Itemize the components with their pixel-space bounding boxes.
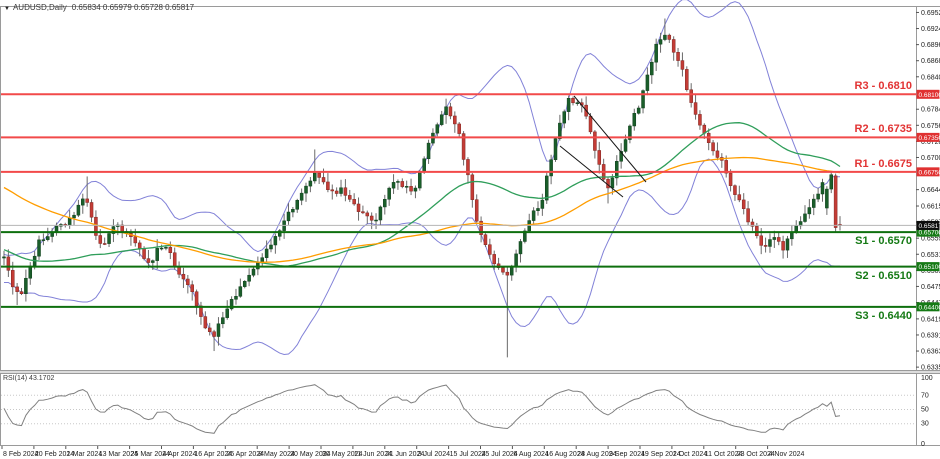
svg-text:11 Jun 2024: 11 Jun 2024: [354, 451, 392, 458]
candlesticks: [2, 18, 842, 358]
svg-text:15 Jul 2024: 15 Jul 2024: [450, 451, 486, 458]
svg-text:0.69525: 0.69525: [921, 10, 940, 17]
svg-text:4 Apr 2024: 4 Apr 2024: [163, 451, 197, 458]
s1-price-box: 0.65700: [916, 227, 940, 237]
ma-orange-line: [3, 156, 841, 263]
svg-text:13 Mar 2024: 13 Mar 2024: [99, 451, 138, 458]
svg-text:25 Mar 2024: 25 Mar 2024: [131, 451, 170, 458]
svg-text:0.65100: 0.65100: [919, 264, 940, 271]
svg-text:21 Jun 2024: 21 Jun 2024: [386, 451, 425, 458]
svg-text:0.67560: 0.67560: [921, 123, 940, 130]
svg-text:1 Oct 2024: 1 Oct 2024: [673, 451, 707, 458]
support-label-s2[interactable]: S2 - 0.6510: [855, 269, 912, 282]
svg-text:20 Feb 2024: 20 Feb 2024: [35, 451, 74, 458]
rsi-indicator-label: RSI(14) 43.1702: [3, 375, 55, 382]
svg-text:8 May 2024: 8 May 2024: [258, 451, 295, 458]
svg-text:8 Feb 2024: 8 Feb 2024: [3, 451, 39, 458]
svg-text:0.63630: 0.63630: [921, 349, 940, 356]
svg-text:0: 0: [921, 441, 925, 448]
r3-price-box: 0.68100: [916, 89, 940, 99]
svg-text:20 May 2024: 20 May 2024: [290, 451, 331, 458]
svg-text:0.68965: 0.68965: [921, 42, 940, 49]
moving-averages: [3, 122, 841, 267]
ma-green-line: [3, 122, 841, 267]
svg-text:3 Jul 2024: 3 Jul 2024: [418, 451, 450, 458]
svg-text:0.67280: 0.67280: [921, 139, 940, 146]
s3-price-box: 0.64400: [916, 302, 940, 312]
svg-text:16 Apr 2024: 16 Apr 2024: [194, 451, 232, 458]
svg-text:0.67840: 0.67840: [921, 107, 940, 114]
support-label-s1[interactable]: S1 - 0.6570: [855, 235, 912, 248]
svg-text:0.65595: 0.65595: [921, 236, 940, 243]
rsi-pane: 100 70 50 30 0: [1, 375, 933, 448]
r1-price-box: 0.66750: [916, 167, 940, 177]
chart-title: ▼ AUDUSD,Daily 0.65834 0.65979 0.65728 0.6…: [4, 3, 194, 12]
svg-text:70: 70: [921, 392, 929, 399]
svg-text:26 Apr 2024: 26 Apr 2024: [226, 451, 264, 458]
svg-text:0.67000: 0.67000: [921, 155, 940, 162]
svg-text:0.63910: 0.63910: [921, 332, 940, 339]
resistance-label-r1[interactable]: R1 - 0.6675: [854, 157, 912, 170]
svg-text:28 Aug 2024: 28 Aug 2024: [577, 451, 616, 458]
svg-text:0.65035: 0.65035: [921, 268, 940, 275]
svg-text:0.66155: 0.66155: [921, 204, 940, 211]
resistance-label-r2[interactable]: R2 - 0.6735: [854, 123, 912, 136]
svg-text:0.63350: 0.63350: [921, 365, 940, 372]
support-resistance-lines: [1, 93, 916, 308]
svg-text:9 Sep 2024: 9 Sep 2024: [609, 451, 645, 458]
collapse-icon[interactable]: ▼: [4, 6, 10, 12]
svg-text:0.66440: 0.66440: [921, 187, 940, 194]
resistance-label-r3[interactable]: R3 - 0.6810: [854, 80, 912, 93]
svg-text:0.67350: 0.67350: [919, 135, 940, 142]
svg-text:0.65315: 0.65315: [921, 252, 940, 259]
svg-text:6 Aug 2024: 6 Aug 2024: [513, 451, 549, 458]
svg-text:11 Oct 2024: 11 Oct 2024: [705, 451, 743, 458]
svg-text:1 Mar 2024: 1 Mar 2024: [67, 451, 103, 458]
svg-text:19 Sep 2024: 19 Sep 2024: [641, 451, 681, 458]
rsi-line: [3, 384, 841, 434]
trendlines[interactable]: [559, 95, 647, 198]
svg-text:0.68685: 0.68685: [921, 58, 940, 65]
symbol-period-label: AUDUSD,Daily: [12, 3, 67, 12]
svg-text:0.65700: 0.65700: [919, 230, 940, 237]
support-label-s3[interactable]: S3 - 0.6440: [855, 309, 912, 322]
svg-text:25 Jul 2024: 25 Jul 2024: [482, 451, 518, 458]
svg-text:100: 100: [921, 375, 933, 382]
bollinger-upper-band: [3, 0, 840, 257]
svg-text:16 Aug 2024: 16 Aug 2024: [545, 451, 584, 458]
svg-text:0.64190: 0.64190: [921, 316, 940, 323]
current-price-box: 0.65817: [916, 220, 940, 230]
price-axis: 0.69525 0.69245 0.68965 0.68685 0.68405 0.678…: [916, 10, 940, 372]
svg-text:0.66750: 0.66750: [919, 169, 940, 176]
svg-text:4 Nov 2024: 4 Nov 2024: [769, 451, 805, 458]
ohlc-values: 0.65834 0.65979 0.65728 0.65817: [71, 3, 195, 12]
svg-text:0.64400: 0.64400: [919, 304, 940, 311]
svg-text:0.69245: 0.69245: [921, 26, 940, 33]
svg-text:30: 30: [921, 421, 929, 428]
r2-price-box: 0.67350: [916, 132, 940, 142]
svg-text:0.68405: 0.68405: [921, 74, 940, 81]
svg-text:0.64755: 0.64755: [921, 284, 940, 291]
s2-price-box: 0.65100: [916, 262, 940, 272]
svg-text:23 Oct 2024: 23 Oct 2024: [737, 451, 775, 458]
svg-text:0.65817: 0.65817: [919, 223, 940, 230]
svg-text:30 May 2024: 30 May 2024: [322, 451, 363, 458]
svg-text:50: 50: [921, 407, 929, 414]
svg-text:0.68100: 0.68100: [919, 92, 940, 99]
